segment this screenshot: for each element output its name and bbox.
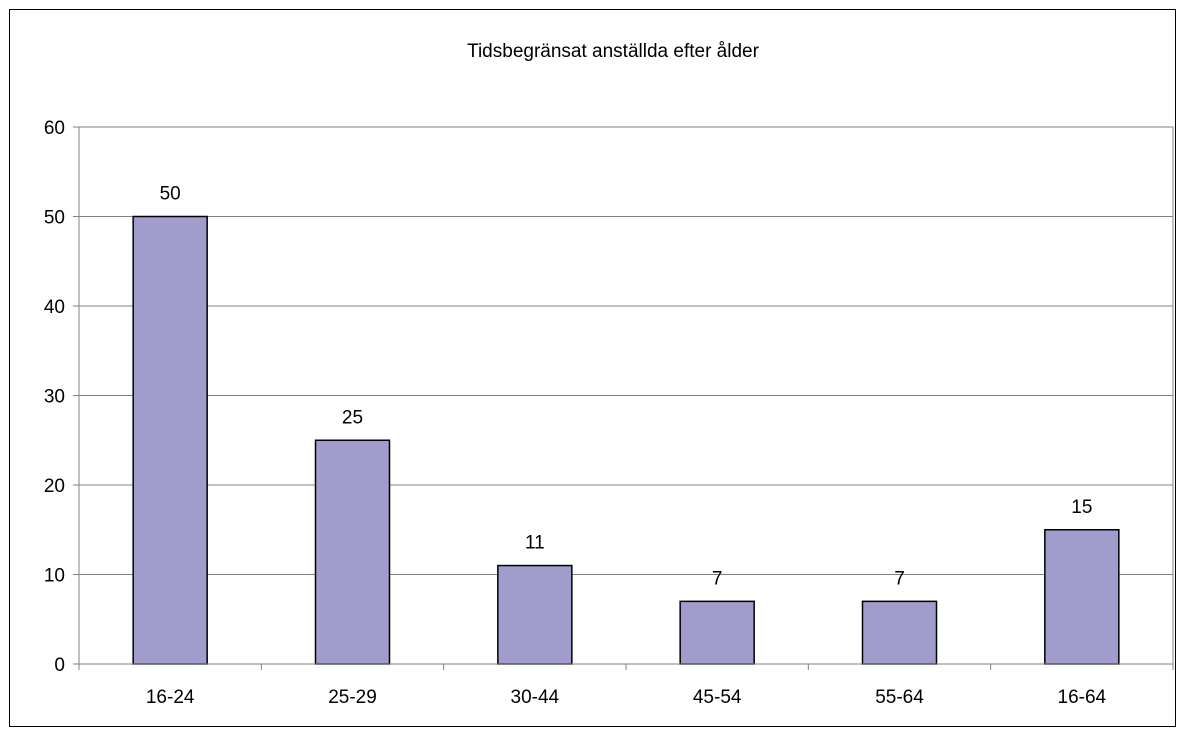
- gridlines: [79, 126, 1173, 575]
- data-label-30-44: 11: [525, 533, 545, 554]
- data-label-55-64: 7: [894, 568, 905, 589]
- x-tick-label-30-44: 30-44: [511, 687, 560, 708]
- bar-25-29: [314, 439, 391, 665]
- y-tick-label: 10: [44, 566, 65, 587]
- bar-30-44: [497, 564, 573, 665]
- x-tick-label-25-29: 25-29: [328, 687, 377, 708]
- x-tick-label-16-24: 16-24: [146, 687, 195, 708]
- x-tick-label-55-64: 55-64: [875, 687, 924, 708]
- y-tick-label: 40: [44, 297, 65, 318]
- bar-16-24: [132, 215, 208, 665]
- x-tick-label-45-54: 45-54: [693, 687, 742, 708]
- y-tick-label: 0: [54, 655, 65, 676]
- bars: [132, 215, 1120, 665]
- x-tick-label-16-64: 16-64: [1058, 687, 1107, 708]
- y-tick-label: 60: [44, 118, 65, 139]
- data-label-25-29: 25: [342, 407, 363, 428]
- data-label-45-54: 7: [712, 568, 723, 589]
- axes: [73, 126, 1174, 670]
- bar-45-54: [679, 600, 755, 665]
- bar-16-64: [1044, 529, 1120, 665]
- data-label-16-64: 15: [1071, 497, 1092, 518]
- bar-55-64: [861, 600, 938, 665]
- labels: 0 10 20 30 40 50 60 50 16-24 25 25-29 11 30-44 7 45-54…: [44, 118, 1107, 708]
- chart-title: Tidsbegränsat anställda efter ålder: [467, 41, 760, 62]
- y-tick-label: 20: [44, 476, 65, 497]
- y-tick-label: 50: [44, 208, 65, 229]
- y-tick-label: 30: [44, 387, 65, 408]
- data-label-16-24: 50: [160, 184, 181, 205]
